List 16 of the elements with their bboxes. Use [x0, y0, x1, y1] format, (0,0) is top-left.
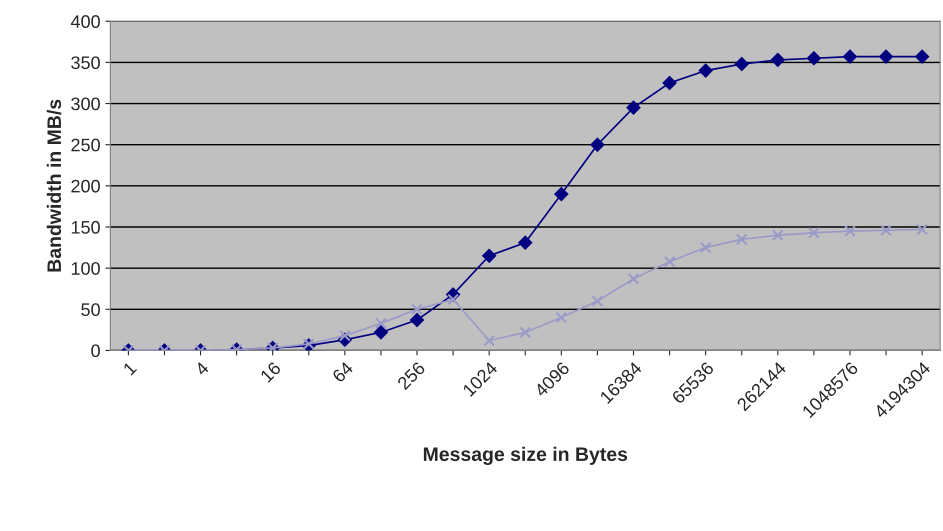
y-tick-label: 400	[70, 15, 100, 28]
y-tick-label: 200	[71, 180, 100, 193]
x-tick-label: 64	[332, 360, 354, 384]
y-axis-title: Bandwidth in MB/s	[46, 100, 62, 272]
y-tick-label: 0	[91, 344, 100, 358]
x-axis-title: Message size in Bytes	[424, 446, 628, 465]
y-tick-label: 150	[72, 220, 100, 234]
x-tick-label: 1	[122, 361, 137, 376]
y-tick-label: 350	[71, 56, 100, 70]
x-tick-label: 16	[260, 361, 282, 383]
y-tick-label: 100	[72, 262, 100, 275]
y-tick-label: 250	[71, 138, 100, 152]
x-tick-label: 256	[396, 361, 426, 390]
x-tick-label: 4	[194, 361, 210, 376]
y-tick-label: 300	[71, 97, 100, 110]
y-tick-label: 50	[81, 303, 100, 316]
